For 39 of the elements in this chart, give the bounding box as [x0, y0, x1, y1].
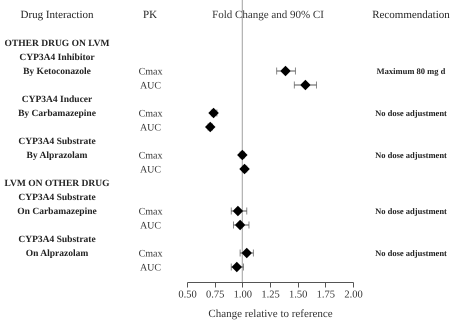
text: No dose adjustment [375, 150, 448, 160]
text: PK [142, 9, 158, 21]
text: CYP3A4 Substrate [18, 235, 96, 245]
x-tick-label: 1.75 [316, 290, 336, 300]
text: By Carbamazepine [18, 109, 96, 119]
text: CYP3A4 Substrate [18, 193, 96, 203]
x-tick-label: 1.00 [234, 290, 252, 300]
text: Recommendation [372, 9, 450, 21]
y-tick-label: Cmax [138, 66, 162, 78]
text: LVM ON OTHER DRUG [4, 179, 110, 189]
y-tick-label: Cmax [138, 108, 162, 120]
text: CYP3A4 Substrate [18, 137, 96, 147]
text: OTHER DRUG ON LVM [4, 39, 110, 49]
y-tick-label: AUC [140, 164, 162, 176]
text: On Carbamazepine [17, 207, 97, 217]
y-tick-label: AUC [140, 262, 162, 274]
text: Drug Interaction [20, 9, 94, 21]
x-axis-title: Change relative to reference [208, 308, 333, 320]
y-tick-label: Cmax [138, 150, 162, 162]
chart-title: Fold Change and 90% CI [212, 9, 324, 21]
text: No dose adjustment [375, 248, 448, 258]
text: By Ketoconazole [23, 67, 91, 77]
x-tick-label: 0.50 [178, 290, 197, 300]
text: No dose adjustment [375, 206, 448, 216]
x-tick-label: 0.75 [206, 290, 224, 300]
y-tick-label: Cmax [138, 248, 162, 260]
x-tick-label: 1.25 [261, 290, 280, 300]
y-tick-label: AUC [140, 122, 162, 134]
y-tick-label: AUC [140, 80, 162, 92]
x-tick-label: 2.00 [344, 290, 363, 300]
text: CYP3A4 Inducer [22, 95, 94, 105]
y-tick-label: Cmax [138, 206, 162, 218]
text: Maximum 80 mg d [376, 66, 446, 76]
x-tick-label: 1.50 [288, 290, 308, 300]
text: CYP3A4 Inhibitor [19, 53, 96, 63]
text: On Alprazolam [26, 249, 88, 259]
text: By Alprazolam [26, 151, 88, 161]
text: No dose adjustment [375, 108, 448, 118]
y-tick-label: AUC [140, 220, 162, 232]
